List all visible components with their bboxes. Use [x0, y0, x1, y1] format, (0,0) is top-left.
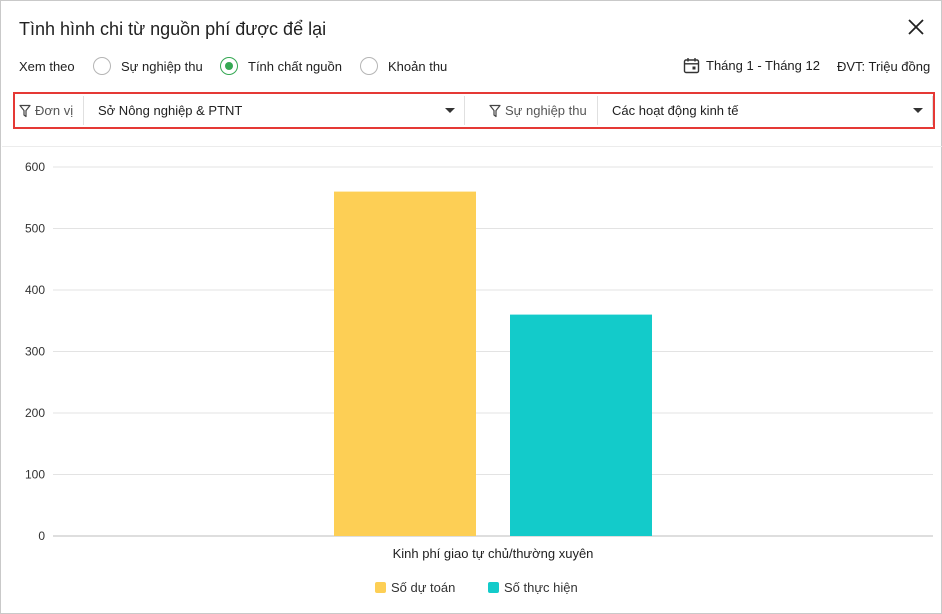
bar-chart: 0 100 200 300 400 500 600 Kinh phí giao tự chủ/…	[25, 160, 933, 561]
caret-down-icon	[913, 108, 923, 113]
radio-circle[interactable]	[360, 57, 378, 75]
divider	[2, 146, 942, 147]
x-tick-label: Kinh phí giao tự chủ/thường xuyên	[393, 546, 594, 561]
caret-down-icon	[445, 108, 455, 113]
career-select[interactable]: Các hoạt động kinh tế	[597, 96, 933, 125]
legend-item[interactable]: Số dự toán	[375, 578, 455, 596]
y-tick-label: 400	[25, 283, 45, 297]
radio-su-nghiep-thu[interactable]: Sự nghiệp thu	[93, 57, 203, 75]
radio-label: Tính chất nguồn	[248, 58, 342, 74]
calendar-icon	[683, 58, 700, 74]
legend-label: Số thực hiện	[504, 579, 578, 595]
view-by-label: Xem theo	[19, 59, 75, 74]
legend-item[interactable]: Số thực hiện	[488, 578, 578, 596]
radio-label: Khoản thu	[388, 58, 448, 74]
close-icon[interactable]	[905, 16, 927, 38]
radio-tinh-chat-nguon[interactable]: Tính chất nguồn	[220, 57, 342, 75]
legend-label: Số dự toán	[391, 579, 456, 595]
unit-filter-text: Đơn vị	[35, 103, 74, 118]
career-select-value: Các hoạt động kinh tế	[612, 103, 739, 118]
period-selector[interactable]: Tháng 1 - Tháng 12	[683, 57, 820, 74]
bar-du-toan	[334, 191, 476, 536]
unit-select-value: Sở Nông nghiệp & PTNT	[98, 103, 243, 118]
y-tick-label: 600	[25, 160, 45, 174]
unit-text: ĐVT: Triệu đồng	[837, 59, 931, 74]
career-filter-label: Sự nghiệp thu	[489, 94, 587, 127]
unit-select[interactable]: Sở Nông nghiệp & PTNT	[83, 96, 465, 125]
filter-bar: Đơn vị Sở Nông nghiệp & PTNT Sự nghiệp t…	[13, 92, 935, 129]
dialog-title: Tình hình chi từ nguồn phí được để lại	[19, 19, 327, 39]
radio-khoan-thu[interactable]: Khoản thu	[360, 57, 447, 75]
view-options-row: Xem theo Sự nghiệp thu Tính chất nguồn K…	[1, 53, 942, 79]
bar-thuc-hien	[510, 314, 652, 536]
legend-swatch	[375, 581, 386, 593]
y-tick-label: 200	[25, 406, 45, 420]
radio-circle-selected[interactable]	[220, 57, 238, 75]
period-text: Tháng 1 - Tháng 12	[706, 58, 820, 73]
y-tick-label: 100	[25, 468, 45, 482]
unit-filter-label: Đơn vị	[19, 94, 73, 127]
filter-icon	[19, 104, 31, 117]
career-filter-text: Sự nghiệp thu	[505, 103, 587, 118]
radio-circle[interactable]	[93, 57, 111, 75]
y-tick-label: 500	[25, 222, 45, 236]
filter-icon	[489, 104, 501, 117]
radio-label: Sự nghiệp thu	[121, 58, 203, 74]
legend-swatch	[488, 581, 499, 593]
y-tick-label: 300	[25, 345, 45, 359]
y-tick-label: 0	[38, 529, 45, 543]
